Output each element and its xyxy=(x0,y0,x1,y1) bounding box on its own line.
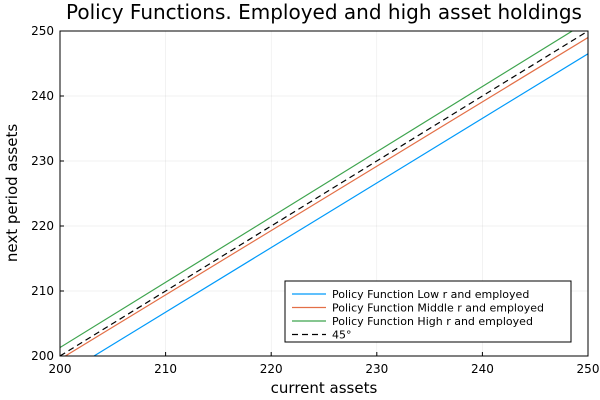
x-axis-ticks: 200 210 220 230 240 250 xyxy=(49,352,600,376)
y-tick-label: 230 xyxy=(31,154,54,168)
legend-label-2: Policy Function High r and employed xyxy=(332,315,533,328)
x-axis-label: current assets xyxy=(271,379,378,397)
x-tick-label: 210 xyxy=(154,362,177,376)
legend: Policy Function Low r and employedPolicy… xyxy=(284,280,572,343)
legend-label-3: 45° xyxy=(332,329,352,342)
y-axis-label: next period assets xyxy=(3,124,21,262)
plot-frame xyxy=(59,30,589,357)
x-tick-label: 200 xyxy=(49,362,72,376)
legend-label-1: Policy Function Middle r and employed xyxy=(332,302,544,315)
y-axis-ticks: 200 210 220 230 240 250 xyxy=(31,24,64,363)
y-tick-label: 200 xyxy=(31,349,54,363)
y-tick-label: 210 xyxy=(31,284,54,298)
x-tick-label: 230 xyxy=(365,362,388,376)
series-line-2 xyxy=(60,31,574,349)
y-tick-label: 250 xyxy=(31,24,54,38)
y-tick-label: 220 xyxy=(31,219,54,233)
legend-label-0: Policy Function Low r and employed xyxy=(332,288,529,301)
chart-title: Policy Functions. Employed and high asse… xyxy=(66,0,582,24)
series-line-1 xyxy=(64,36,588,356)
legend-box xyxy=(284,280,572,343)
x-tick-label: 240 xyxy=(471,362,494,376)
y-tick-label: 240 xyxy=(31,89,54,103)
series-layer xyxy=(60,31,588,356)
series-line-3 xyxy=(60,31,588,356)
x-tick-label: 220 xyxy=(260,362,283,376)
series-line-0 xyxy=(92,53,588,356)
x-tick-label: 250 xyxy=(577,362,600,376)
